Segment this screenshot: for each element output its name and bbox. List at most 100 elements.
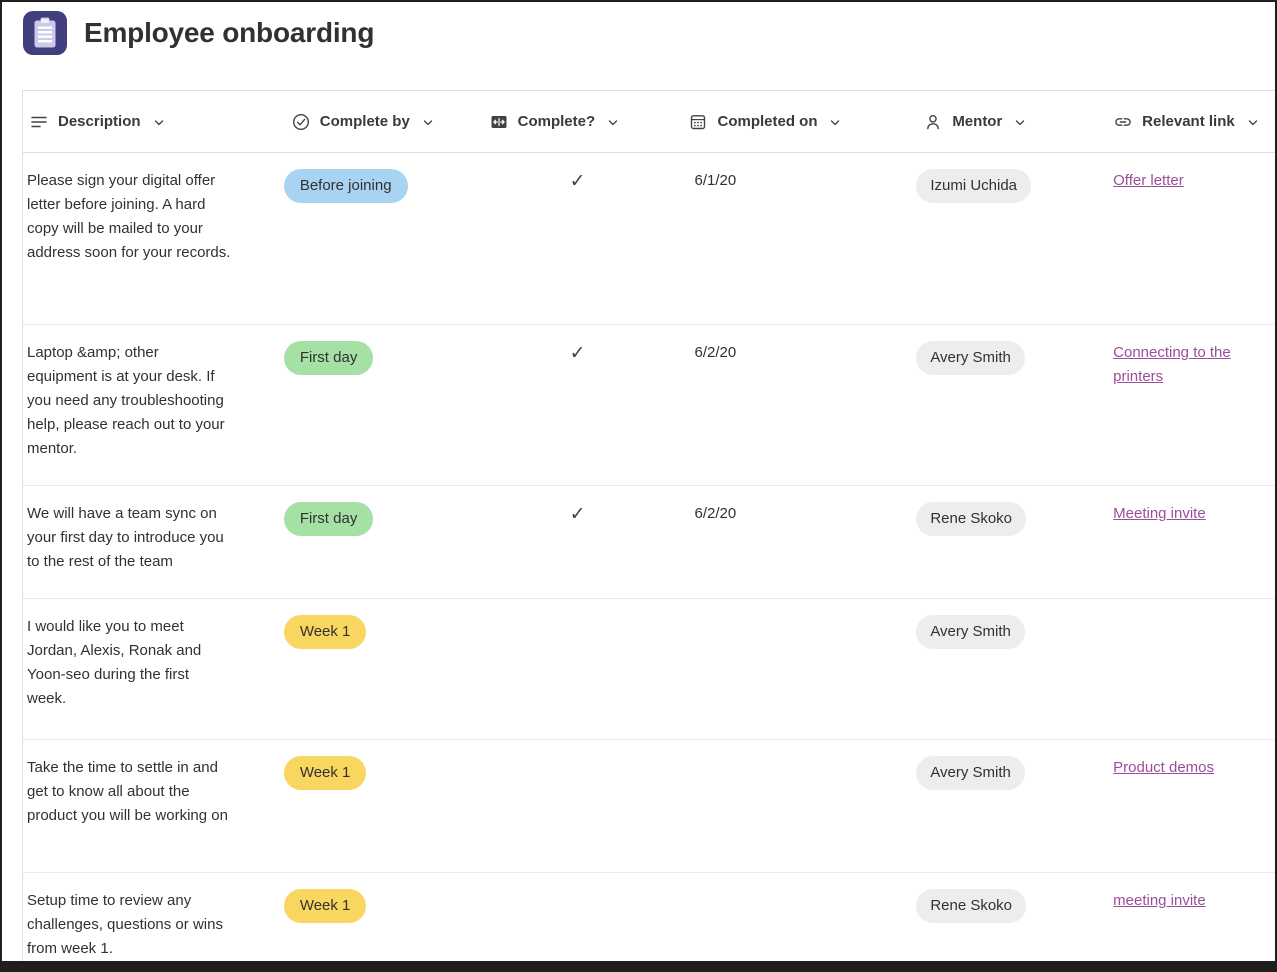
- table-row[interactable]: Laptop &amp; other equipment is at your …: [23, 325, 1275, 486]
- window-bottom-edge: [2, 961, 1275, 970]
- column-header-complete-by[interactable]: Complete by: [281, 112, 479, 132]
- mentor-cell: Avery Smith: [905, 740, 1103, 872]
- mentor-cell: Avery Smith: [905, 599, 1103, 739]
- mentor-pill[interactable]: Avery Smith: [916, 341, 1025, 375]
- relevant-link-cell: Meeting invite: [1103, 486, 1275, 598]
- checkmark-icon: ✓: [569, 342, 586, 364]
- calendar-icon: [691, 114, 706, 129]
- completed-on-cell: [679, 599, 906, 739]
- complete-cell: [479, 873, 679, 970]
- relevant-link-cell: Offer letter: [1103, 153, 1275, 324]
- page-title: Employee onboarding: [84, 17, 375, 48]
- column-header-complete[interactable]: Complete?: [479, 112, 679, 132]
- relevant-link[interactable]: Meeting invite: [1113, 505, 1206, 522]
- completed-on-cell: 6/1/20: [679, 153, 906, 324]
- relevant-link[interactable]: Product demos: [1113, 759, 1215, 776]
- column-label: Relevant link: [1142, 113, 1235, 130]
- clipboard-icon: [23, 11, 67, 55]
- description-cell: We will have a team sync on your first d…: [23, 486, 281, 598]
- circle-check-icon: [292, 113, 309, 130]
- description-text: We will have a team sync on your first d…: [27, 505, 224, 570]
- chevron-down-icon[interactable]: [1247, 117, 1259, 129]
- column-label: Complete?: [517, 113, 596, 130]
- description-text: Take the time to settle in and get to kn…: [27, 759, 228, 824]
- relevant-link[interactable]: meeting invite: [1113, 892, 1206, 909]
- table-row[interactable]: Please sign your digital offer letter be…: [23, 153, 1275, 325]
- description-cell: Please sign your digital offer letter be…: [23, 153, 281, 324]
- complete-by-badge[interactable]: Before joining: [283, 169, 408, 203]
- complete-by-badge[interactable]: Week 1: [283, 756, 367, 790]
- complete-by-cell: Week 1: [281, 740, 479, 872]
- complete-by-cell: Week 1: [281, 873, 479, 970]
- checkmark-icon: ✓: [569, 503, 586, 525]
- complete-by-cell: Week 1: [281, 599, 479, 739]
- relevant-link[interactable]: Connecting to the printers: [1113, 344, 1231, 385]
- complete-cell: ✓: [479, 486, 679, 598]
- column-label: Mentor: [952, 113, 1003, 130]
- checkmark-icon: ✓: [569, 170, 586, 192]
- completed-on-cell: 6/2/20: [679, 486, 906, 598]
- mentor-pill[interactable]: Rene Skoko: [916, 502, 1027, 536]
- title-bar: Employee onboarding: [22, 10, 374, 56]
- complete-cell: ✓: [479, 325, 679, 485]
- mentor-pill[interactable]: Izumi Uchida: [916, 169, 1032, 203]
- complete-by-badge[interactable]: First day: [283, 502, 374, 536]
- description-cell: I would like you to meet Jordan, Alexis,…: [23, 599, 281, 739]
- completed-on-cell: 6/2/20: [679, 325, 906, 485]
- description-cell: Take the time to settle in and get to kn…: [23, 740, 281, 872]
- completed-on-cell: [679, 740, 906, 872]
- link-icon: [1115, 117, 1131, 126]
- complete-by-cell: First day: [281, 325, 479, 485]
- description-cell: Setup time to review any challenges, que…: [23, 873, 281, 970]
- relevant-link-cell: meeting invite: [1103, 873, 1275, 970]
- completed-on-date: 6/2/20: [694, 505, 737, 522]
- chevron-down-icon[interactable]: [607, 117, 619, 129]
- relevant-link[interactable]: Offer letter: [1113, 172, 1184, 189]
- complete-cell: ✓: [479, 153, 679, 324]
- mentor-pill[interactable]: Rene Skoko: [916, 889, 1027, 923]
- column-header-relevant-link[interactable]: Relevant link: [1103, 112, 1275, 132]
- chevron-down-icon[interactable]: [422, 117, 434, 129]
- column-header-description[interactable]: Description: [23, 112, 281, 132]
- complete-by-badge[interactable]: First day: [283, 341, 374, 375]
- mentor-cell: Avery Smith: [905, 325, 1103, 485]
- column-header-mentor[interactable]: Mentor: [905, 112, 1103, 132]
- column-label: Completed on: [717, 113, 818, 130]
- complete-by-cell: First day: [281, 486, 479, 598]
- description-text: Please sign your digital offer letter be…: [27, 172, 231, 261]
- table-row[interactable]: Setup time to review any challenges, que…: [23, 873, 1275, 970]
- complete-by-cell: Before joining: [281, 153, 479, 324]
- relevant-link-cell: [1103, 599, 1275, 739]
- description-text: I would like you to meet Jordan, Alexis,…: [27, 618, 202, 707]
- table-row[interactable]: We will have a team sync on your first d…: [23, 486, 1275, 599]
- person-icon: [927, 114, 940, 129]
- text-lines-icon: [31, 116, 47, 127]
- mentor-pill[interactable]: Avery Smith: [916, 615, 1025, 649]
- completed-on-date: 6/1/20: [694, 172, 737, 189]
- mentor-cell: Izumi Uchida: [905, 153, 1103, 324]
- table-header-row: Description Complete by: [23, 91, 1275, 153]
- completed-on-cell: [679, 873, 906, 970]
- completed-on-date: 6/2/20: [694, 344, 737, 361]
- mentor-cell: Rene Skoko: [905, 486, 1103, 598]
- column-label: Description: [58, 113, 141, 130]
- relevant-link-cell: Product demos: [1103, 740, 1275, 872]
- description-cell: Laptop &amp; other equipment is at your …: [23, 325, 281, 485]
- complete-cell: [479, 599, 679, 739]
- description-text: Setup time to review any challenges, que…: [27, 892, 223, 957]
- yes-no-icon: [491, 115, 507, 128]
- chevron-down-icon[interactable]: [829, 117, 841, 129]
- column-label: Complete by: [319, 113, 410, 130]
- description-text: Laptop &amp; other equipment is at your …: [27, 344, 225, 457]
- chevron-down-icon[interactable]: [153, 117, 165, 129]
- complete-by-badge[interactable]: Week 1: [283, 889, 367, 923]
- mentor-pill[interactable]: Avery Smith: [916, 756, 1025, 790]
- complete-cell: [479, 740, 679, 872]
- column-header-completed-on[interactable]: Completed on: [678, 112, 905, 132]
- complete-by-badge[interactable]: Week 1: [283, 615, 367, 649]
- table-row[interactable]: I would like you to meet Jordan, Alexis,…: [23, 599, 1275, 740]
- chevron-down-icon[interactable]: [1014, 117, 1026, 129]
- table-row[interactable]: Take the time to settle in and get to kn…: [23, 740, 1275, 873]
- mentor-cell: Rene Skoko: [905, 873, 1103, 970]
